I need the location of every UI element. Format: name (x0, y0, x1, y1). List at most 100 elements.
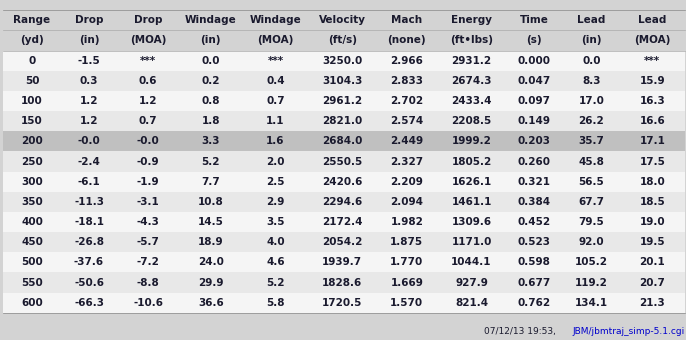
Bar (563, 91, 620, 111)
Bar (117, 151, 178, 172)
Text: 5.8: 5.8 (266, 298, 285, 308)
Bar (60, 131, 117, 151)
Text: 0.0: 0.0 (582, 56, 601, 66)
Text: 1.669: 1.669 (390, 277, 423, 288)
Text: 0.4: 0.4 (266, 76, 285, 86)
Bar (308, 10, 377, 30)
Bar (437, 232, 506, 252)
Text: 100: 100 (21, 96, 43, 106)
Text: 17.1: 17.1 (639, 136, 665, 146)
Bar (563, 293, 620, 313)
Text: 0.384: 0.384 (518, 197, 551, 207)
Text: Velocity: Velocity (318, 15, 366, 25)
Text: Mach: Mach (391, 15, 423, 25)
Text: 0.677: 0.677 (518, 277, 551, 288)
Text: 5.2: 5.2 (202, 156, 220, 167)
Text: 2931.2: 2931.2 (451, 56, 492, 66)
Bar (60, 192, 117, 212)
Text: (in): (in) (200, 35, 221, 46)
Bar (3, 212, 60, 232)
Text: 119.2: 119.2 (575, 277, 608, 288)
Bar (3, 172, 60, 192)
Text: 2054.2: 2054.2 (322, 237, 362, 247)
Bar (243, 30, 308, 51)
Text: 150: 150 (21, 116, 43, 126)
Bar (437, 91, 506, 111)
Text: 0.762: 0.762 (518, 298, 551, 308)
Bar (437, 272, 506, 293)
Text: Lead: Lead (638, 15, 667, 25)
Text: (ft/s): (ft/s) (328, 35, 357, 46)
Text: 20.1: 20.1 (639, 257, 665, 267)
Bar (60, 293, 117, 313)
Bar (506, 232, 563, 252)
Bar (620, 131, 685, 151)
Text: ***: *** (140, 56, 156, 66)
Text: 821.4: 821.4 (455, 298, 488, 308)
Text: 350: 350 (21, 197, 43, 207)
Bar (437, 212, 506, 232)
Text: Windage: Windage (185, 15, 237, 25)
Bar (243, 111, 308, 131)
Bar (377, 172, 437, 192)
Text: 1999.2: 1999.2 (451, 136, 491, 146)
Text: 105.2: 105.2 (575, 257, 608, 267)
Text: 250: 250 (21, 156, 43, 167)
Text: 2.449: 2.449 (390, 136, 423, 146)
Text: 5.2: 5.2 (266, 277, 285, 288)
Bar (308, 252, 377, 272)
Text: -0.0: -0.0 (78, 136, 100, 146)
Text: 2294.6: 2294.6 (322, 197, 362, 207)
Text: 0.149: 0.149 (518, 116, 551, 126)
Text: Windage: Windage (250, 15, 301, 25)
Bar (308, 272, 377, 293)
Text: 18.5: 18.5 (639, 197, 665, 207)
Bar (563, 111, 620, 131)
Text: Energy: Energy (451, 15, 492, 25)
Bar (377, 252, 437, 272)
Bar (377, 51, 437, 71)
Text: (none): (none) (388, 35, 426, 46)
Bar (437, 30, 506, 51)
Text: 1.570: 1.570 (390, 298, 423, 308)
Bar (178, 172, 243, 192)
Text: 45.8: 45.8 (578, 156, 604, 167)
Bar (620, 71, 685, 91)
Text: 1044.1: 1044.1 (451, 257, 492, 267)
Bar (506, 10, 563, 30)
Text: 2.9: 2.9 (266, 197, 285, 207)
Text: 1.770: 1.770 (390, 257, 423, 267)
Bar (3, 131, 60, 151)
Text: 2.209: 2.209 (390, 177, 423, 187)
Text: 7.7: 7.7 (202, 177, 220, 187)
Bar (3, 30, 60, 51)
Bar (117, 51, 178, 71)
Bar (117, 293, 178, 313)
Bar (243, 232, 308, 252)
Bar (60, 10, 117, 30)
Bar (60, 91, 117, 111)
Bar (377, 30, 437, 51)
Text: 18.0: 18.0 (639, 177, 665, 187)
Text: 26.2: 26.2 (578, 116, 604, 126)
Bar (117, 192, 178, 212)
Bar (620, 151, 685, 172)
Text: -50.6: -50.6 (74, 277, 104, 288)
Bar (437, 192, 506, 212)
Text: 3104.3: 3104.3 (322, 76, 362, 86)
Bar (178, 212, 243, 232)
Bar (563, 151, 620, 172)
Bar (506, 192, 563, 212)
Text: 1.2: 1.2 (80, 116, 98, 126)
Bar (60, 172, 117, 192)
Text: 0.097: 0.097 (518, 96, 551, 106)
Text: 15.9: 15.9 (639, 76, 665, 86)
Text: (in): (in) (581, 35, 602, 46)
Text: 4.6: 4.6 (266, 257, 285, 267)
Bar (620, 51, 685, 71)
Bar (563, 131, 620, 151)
Text: 3.3: 3.3 (202, 136, 220, 146)
Text: 3250.0: 3250.0 (322, 56, 362, 66)
Bar (243, 293, 308, 313)
Bar (178, 111, 243, 131)
